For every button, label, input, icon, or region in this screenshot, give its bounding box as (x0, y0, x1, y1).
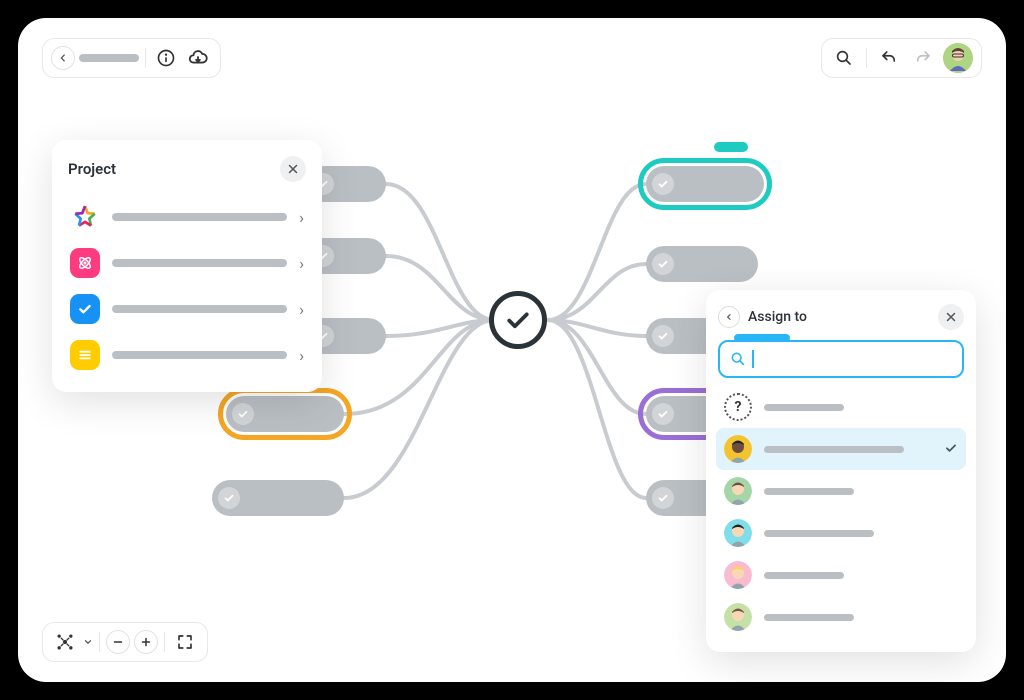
chevron-left-icon (725, 313, 733, 321)
check-icon (218, 487, 240, 509)
question-icon: ? (724, 393, 752, 421)
check-icon (232, 403, 254, 425)
panel-back-button[interactable] (718, 306, 740, 328)
project-item[interactable]: › (64, 194, 310, 240)
toolbar-left (42, 38, 221, 78)
close-button[interactable] (280, 156, 306, 182)
bottom-toolbar (42, 622, 208, 662)
mindmap-node[interactable] (646, 166, 764, 202)
chevron-right-icon: › (299, 300, 304, 319)
project-item-label-placeholder (112, 259, 287, 267)
assign-user-row[interactable] (716, 512, 966, 554)
separator (99, 632, 100, 652)
project-item-label-placeholder (112, 351, 287, 359)
search-button[interactable] (830, 44, 858, 72)
check-icon (503, 305, 533, 335)
assign-user-row[interactable] (716, 428, 966, 470)
project-item-icon (70, 340, 100, 370)
chevron-right-icon: › (299, 346, 304, 365)
user-avatar-icon (724, 561, 752, 589)
project-item-label-placeholder (112, 213, 287, 221)
user-avatar-icon (724, 519, 752, 547)
search-tab (734, 334, 790, 342)
user-label-placeholder (764, 572, 844, 579)
text-cursor (752, 350, 754, 368)
search-icon (835, 49, 853, 67)
project-item-label-placeholder (112, 305, 287, 313)
mindmap-node[interactable] (646, 246, 758, 282)
redo-button[interactable] (909, 44, 937, 72)
mindmap-node[interactable] (212, 480, 344, 516)
separator (145, 48, 146, 68)
close-button[interactable] (938, 304, 964, 330)
user-avatar-icon (724, 603, 752, 631)
layout-button[interactable] (51, 628, 79, 656)
cloud-download-icon (187, 47, 209, 69)
center-node[interactable] (489, 291, 547, 349)
assign-user-row[interactable] (716, 596, 966, 638)
user-label-placeholder (764, 446, 904, 453)
undo-button[interactable] (875, 44, 903, 72)
doc-title-placeholder (79, 54, 139, 62)
user-avatar-icon (724, 435, 752, 463)
assign-user-row[interactable] (716, 470, 966, 512)
app-window: Project › › › › Assign to (18, 18, 1006, 682)
chevron-right-icon: › (299, 208, 304, 227)
back-button[interactable] (51, 46, 75, 70)
chevron-left-icon (58, 53, 68, 63)
plus-icon (140, 636, 152, 648)
info-icon (156, 48, 176, 68)
layout-icon (55, 632, 75, 652)
search-input-wrapper[interactable] (718, 340, 964, 378)
close-icon (945, 311, 957, 323)
check-icon (652, 173, 674, 195)
assign-panel-title: Assign to (748, 309, 807, 325)
project-item[interactable]: › (64, 332, 310, 378)
user-label-placeholder (764, 488, 854, 495)
project-item[interactable]: › (64, 240, 310, 286)
undo-icon (880, 49, 898, 67)
assign-search-input[interactable] (760, 351, 952, 367)
check-icon (652, 325, 674, 347)
check-icon (652, 253, 674, 275)
mindmap-node[interactable] (226, 396, 344, 432)
node-tab (714, 142, 748, 152)
check-icon (652, 403, 674, 425)
cloud-button[interactable] (184, 44, 212, 72)
redo-icon (914, 49, 932, 67)
project-panel-title: Project (68, 160, 116, 178)
chevron-down-icon[interactable] (83, 637, 93, 647)
user-avatar[interactable] (943, 43, 973, 73)
fit-button[interactable] (171, 628, 199, 656)
separator (164, 632, 165, 652)
project-panel: Project › › › › (52, 140, 322, 392)
assign-row-unassigned[interactable]: ? (716, 386, 966, 428)
user-label-placeholder (764, 614, 854, 621)
toolbar-right (821, 38, 982, 78)
info-button[interactable] (152, 44, 180, 72)
check-icon (944, 440, 958, 459)
minus-icon (112, 636, 124, 648)
close-icon (287, 163, 299, 175)
check-icon (652, 487, 674, 509)
user-label-placeholder (764, 404, 844, 411)
project-item[interactable]: › (64, 286, 310, 332)
project-item-icon (70, 202, 100, 232)
project-item-icon (70, 294, 100, 324)
user-label-placeholder (764, 530, 874, 537)
fit-icon (176, 633, 194, 651)
assign-panel: Assign to ? (706, 290, 976, 652)
user-avatar-icon (724, 477, 752, 505)
assign-user-row[interactable] (716, 554, 966, 596)
zoom-in-button[interactable] (134, 630, 158, 654)
chevron-right-icon: › (299, 254, 304, 273)
search-icon (730, 351, 746, 367)
separator (866, 48, 867, 68)
zoom-out-button[interactable] (106, 630, 130, 654)
project-item-icon (70, 248, 100, 278)
avatar-icon (943, 43, 973, 73)
